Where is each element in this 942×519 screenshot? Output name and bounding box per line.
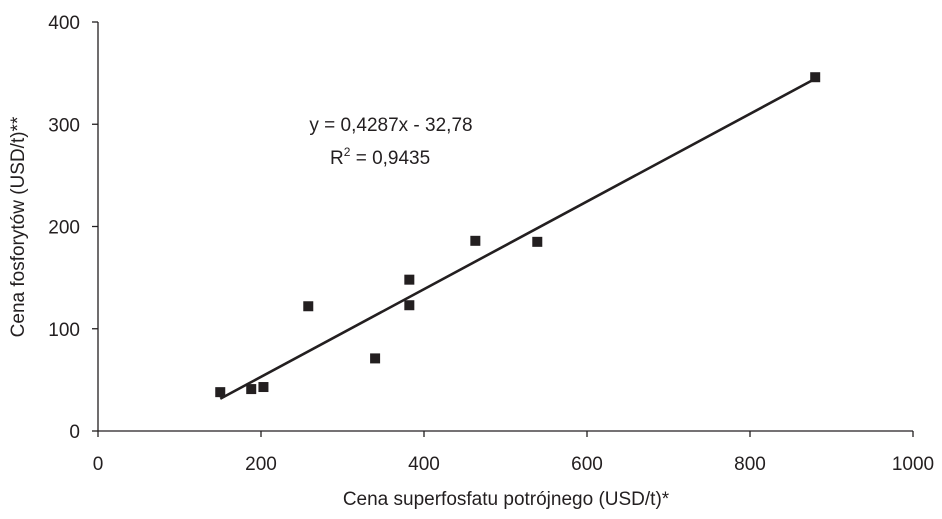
y-tick-label: 0 — [69, 422, 80, 443]
data-point — [404, 300, 415, 311]
trendline-equation: y = 0,4287x - 32,78 — [309, 115, 472, 136]
axes — [97, 22, 913, 432]
x-tick-label: 600 — [571, 454, 603, 475]
r-squared-label: R2 = 0,9435 — [330, 145, 430, 169]
x-tick-label: 800 — [734, 454, 766, 475]
data-point — [258, 382, 269, 393]
x-tick-label: 1000 — [892, 454, 934, 475]
data-point — [303, 301, 314, 312]
data-point — [470, 235, 481, 246]
data-point — [246, 384, 257, 395]
data-point — [215, 387, 226, 398]
data-point — [532, 236, 543, 247]
trendline-line — [219, 77, 816, 400]
data-point — [370, 353, 381, 364]
y-tick-label: 100 — [48, 320, 80, 341]
x-tick-label: 400 — [408, 454, 440, 475]
y-tick-label: 200 — [48, 218, 80, 239]
y-tick-label: 400 — [48, 13, 80, 34]
y-axis-title: Cena fosforytów (USD/t)** — [8, 116, 29, 337]
data-point — [810, 72, 821, 83]
x-tick-label: 200 — [245, 454, 277, 475]
data-point — [404, 274, 415, 285]
x-tick-label: 0 — [93, 454, 104, 475]
y-tick-label: 300 — [48, 115, 80, 136]
trendline — [219, 77, 816, 400]
data-points — [215, 72, 821, 398]
ticks: 0 200 400 600 800 1000 0 100 200 300 400 — [48, 13, 934, 475]
x-axis-title: Cena superfosfatu potrójnego (USD/t)* — [343, 489, 670, 510]
